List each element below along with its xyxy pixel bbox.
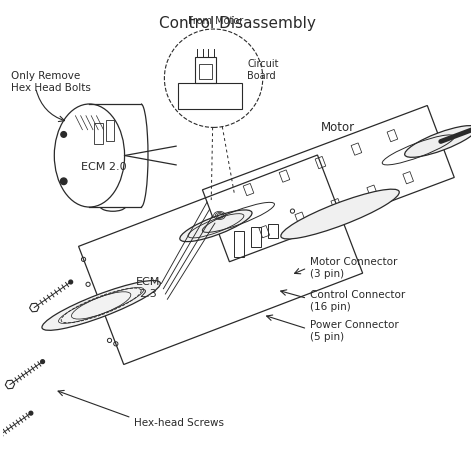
Circle shape	[29, 411, 33, 415]
Circle shape	[61, 132, 66, 137]
Text: From Motor: From Motor	[188, 16, 244, 26]
Text: Motor: Motor	[321, 121, 355, 134]
Bar	[315, 156, 326, 169]
Ellipse shape	[180, 210, 252, 242]
Ellipse shape	[42, 281, 160, 330]
Text: ECM
2.3: ECM 2.3	[136, 277, 160, 299]
Text: Circuit
Board: Circuit Board	[247, 59, 279, 81]
Bar	[351, 143, 362, 155]
Bar	[387, 130, 398, 142]
Circle shape	[41, 360, 45, 363]
Bar	[195, 57, 216, 83]
Bar	[199, 64, 212, 79]
Text: Only Remove
Hex Head Bolts: Only Remove Hex Head Bolts	[11, 71, 91, 93]
Bar	[243, 183, 254, 196]
Bar	[295, 212, 306, 224]
Text: Motor Connector
(3 pin): Motor Connector (3 pin)	[310, 257, 397, 279]
Bar	[403, 171, 413, 184]
Circle shape	[69, 280, 73, 284]
Circle shape	[60, 178, 67, 185]
Text: ECM 2.0: ECM 2.0	[81, 162, 126, 172]
Bar	[106, 120, 114, 142]
Ellipse shape	[405, 125, 474, 157]
Text: Control Connector
(16 pin): Control Connector (16 pin)	[310, 290, 405, 312]
Bar	[279, 170, 290, 182]
Text: Power Connector
(5 pin): Power Connector (5 pin)	[310, 321, 398, 342]
Bar	[259, 226, 270, 238]
Text: Hex-head Screws: Hex-head Screws	[134, 418, 224, 428]
Bar	[331, 199, 342, 211]
Bar	[367, 185, 377, 197]
Bar	[178, 83, 242, 109]
Bar	[94, 123, 102, 144]
Ellipse shape	[281, 189, 399, 239]
Text: Control Disassembly: Control Disassembly	[159, 17, 315, 31]
